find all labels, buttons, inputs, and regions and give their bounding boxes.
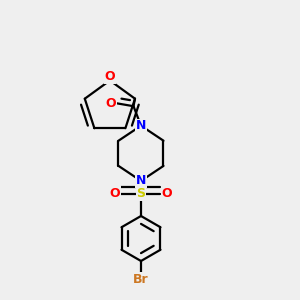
Text: Br: Br [133,273,149,286]
Text: O: O [105,70,115,83]
Text: O: O [110,187,120,200]
Text: N: N [136,174,146,188]
Text: S: S [136,187,146,200]
Text: O: O [105,97,116,110]
Text: O: O [162,187,172,200]
Text: N: N [136,119,146,132]
